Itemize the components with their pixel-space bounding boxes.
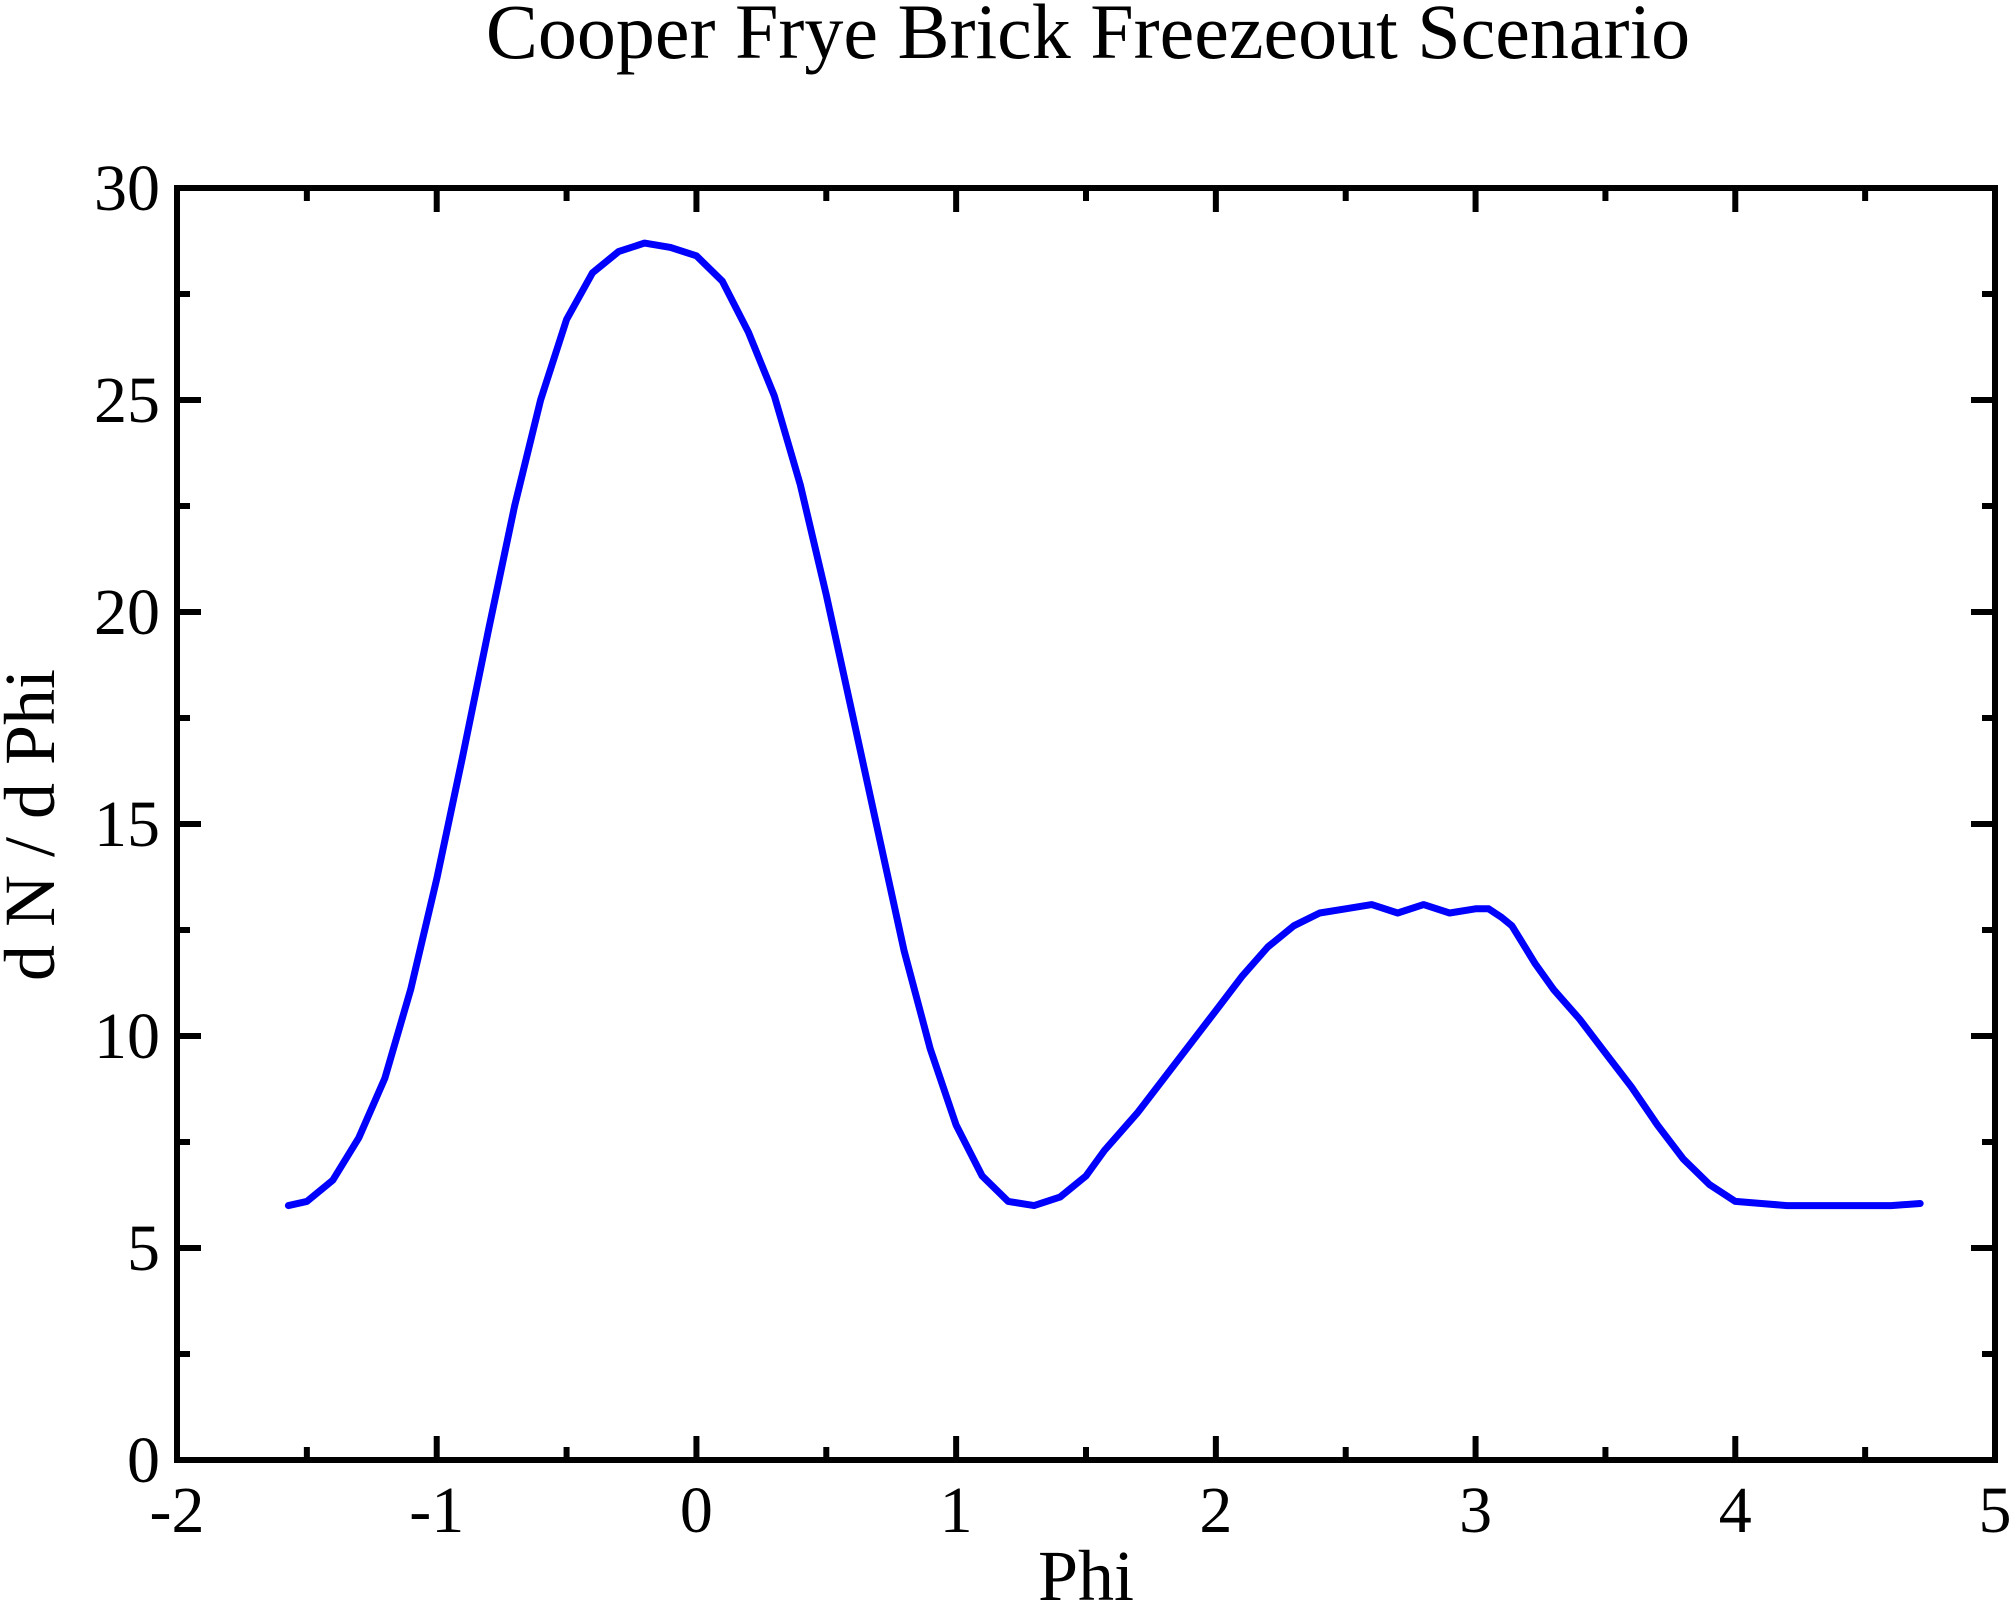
x-tick-label: -2: [150, 1474, 205, 1547]
chart-title: Cooper Frye Brick Freezeout Scenario: [486, 0, 1690, 75]
plot-area: [174, 185, 1998, 1463]
y-tick-label: 25: [94, 364, 160, 437]
x-tick-label: 5: [1979, 1474, 2012, 1547]
y-tick-label: 0: [127, 1424, 160, 1497]
y-tick-label: 10: [94, 1000, 160, 1073]
x-tick-label: 2: [1199, 1474, 1232, 1547]
x-tick-label: 3: [1459, 1474, 1492, 1547]
x-tick-label: 0: [680, 1474, 713, 1547]
y-axis-label: d N / d Phi: [0, 669, 70, 981]
y-tick-label: 15: [94, 788, 160, 861]
x-tick-label: 1: [940, 1474, 973, 1547]
series-line: [284, 239, 1924, 1210]
x-axis-label: Phi: [1038, 1536, 1134, 1613]
x-tick-label: 4: [1719, 1474, 1752, 1547]
y-tick-label: 5: [127, 1212, 160, 1285]
y-tick-label: 20: [94, 576, 160, 649]
y-tick-label: 30: [94, 152, 160, 225]
tick-labels: -2 -1 0 1 2 3 4 5 0 5 10 15 20 25 30: [94, 152, 2012, 1547]
x-tick-label: -1: [409, 1474, 464, 1547]
